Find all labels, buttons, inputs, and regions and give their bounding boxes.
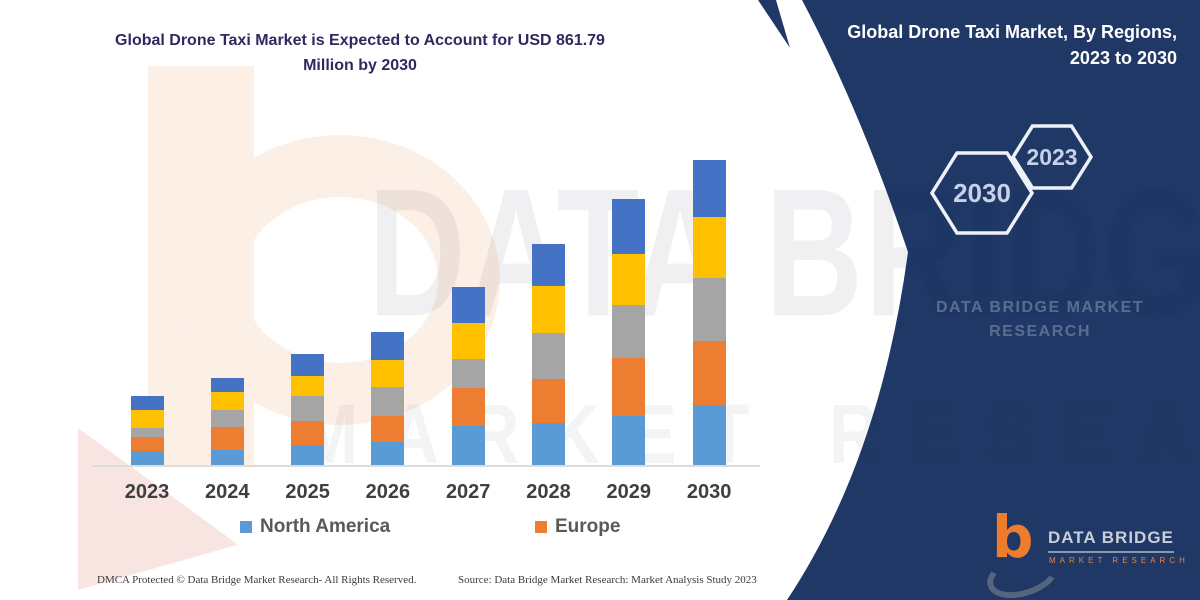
x-axis-label-2027: 2027 [445, 481, 491, 503]
right-panel-shape [758, 0, 1200, 600]
panel-accent-triangle [758, 0, 790, 48]
panel-title: Global Drone Taxi Market, By Regions, 20… [820, 19, 1177, 71]
watermark-text-line1: DATA BRIDGE [368, 150, 1200, 355]
footer-dmca: DMCA Protected © Data Bridge Market Rese… [97, 574, 417, 586]
legend-item-europe: Europe [535, 516, 620, 538]
panel-watermark-line1: DATA BRIDGE MARKET [935, 299, 1145, 316]
databridge-logo-brand: DATA BRIDGE [1048, 528, 1174, 553]
chart-title-line2: Million by 2030 [303, 57, 417, 74]
panel-hexagons: 2030 2023 [929, 124, 1094, 235]
legend-swatch-europe [535, 521, 547, 533]
x-axis-label-2028: 2028 [526, 481, 571, 503]
chart-title: Global Drone Taxi Market is Expected to … [95, 28, 625, 78]
legend-item-north-america: North America [240, 516, 390, 538]
x-axis-label-2030: 2030 [686, 481, 732, 503]
hexagon-2030-outline [929, 151, 1035, 235]
chart-title-line1: Global Drone Taxi Market is Expected to … [115, 32, 605, 49]
legend-swatch-north-america [240, 521, 252, 533]
databridge-b-icon: b [992, 503, 1034, 571]
x-axis-label-2026: 2026 [365, 481, 411, 503]
panel-title-line2: 2023 to 2030 [1069, 48, 1177, 68]
x-axis-label-2025: 2025 [285, 481, 330, 503]
panel-watermark-text: DATA BRIDGE MARKET RESEARCH [920, 296, 1160, 344]
panel-watermark-line2: RESEARCH [989, 323, 1091, 340]
panel-title-line1: Global Drone Taxi Market, By Regions, [847, 22, 1177, 42]
panel-background [787, 0, 1200, 600]
databridge-logo: b DATA BRIDGE MARKET RESEARCH [981, 508, 1185, 600]
x-axis-line [92, 465, 760, 467]
x-axis-label-2024: 2024 [205, 481, 250, 503]
x-axis-label-2029: 2029 [606, 481, 652, 503]
databridge-logo-sub: MARKET RESEARCH [1049, 556, 1189, 565]
hexagon-2023-outline [1010, 124, 1094, 190]
legend-label-north-america: North America [260, 516, 391, 537]
legend-label-europe: Europe [555, 516, 621, 537]
hexagon-2030-label: 2030 [953, 178, 1011, 208]
footer-source: Source: Data Bridge Market Research: Mar… [458, 574, 757, 586]
hexagon-2023-label: 2023 [1026, 144, 1077, 170]
